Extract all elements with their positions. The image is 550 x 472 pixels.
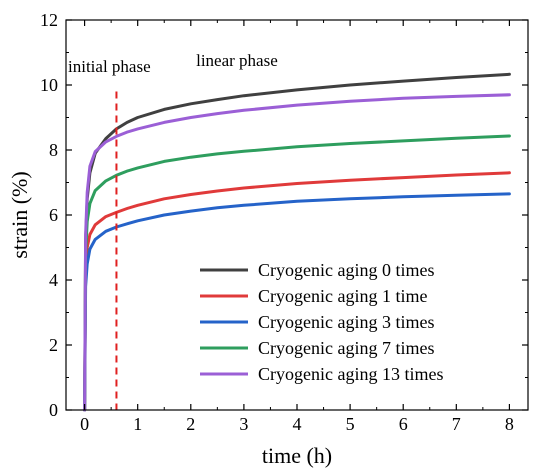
y-tick-label: 4 [49,270,58,290]
legend-label-3: Cryogenic aging 7 times [258,338,434,358]
series-line-4 [83,93,511,412]
legend: Cryogenic aging 0 times Cryogenic aging 1… [200,260,443,384]
x-tick-label: 8 [505,414,514,434]
series-line-1 [83,171,511,412]
legend-label-4: Cryogenic aging 13 times [258,364,443,384]
y-axis-label: strain (%) [7,171,32,258]
legend-label-1: Cryogenic aging 1 time [258,286,427,306]
y-tick-label: 6 [49,205,58,225]
legend-label-0: Cryogenic aging 0 times [258,260,434,280]
series-line-2 [83,192,511,412]
y-tick-label: 12 [40,10,58,30]
x-tick-label: 4 [293,414,302,434]
linear-phase-annotation: linear phase [196,51,278,70]
x-tick-label: 1 [133,414,142,434]
x-tick-label: 7 [452,414,461,434]
y-tick-label: 0 [49,400,58,420]
x-tick-label: 2 [186,414,195,434]
x-tick-label: 3 [239,414,248,434]
x-axis-label: time (h) [262,443,332,468]
series-line-3 [83,134,511,412]
series-layer [83,72,511,412]
y-tick-label: 10 [40,75,58,95]
x-tick-label: 5 [346,414,355,434]
x-tick-label: 6 [399,414,408,434]
y-tick-label: 8 [49,140,58,160]
legend-label-2: Cryogenic aging 3 times [258,312,434,332]
initial-phase-annotation: initial phase [68,57,151,76]
x-tick-label: 0 [80,414,89,434]
series-line-0 [83,72,511,412]
y-tick-label: 2 [49,335,58,355]
